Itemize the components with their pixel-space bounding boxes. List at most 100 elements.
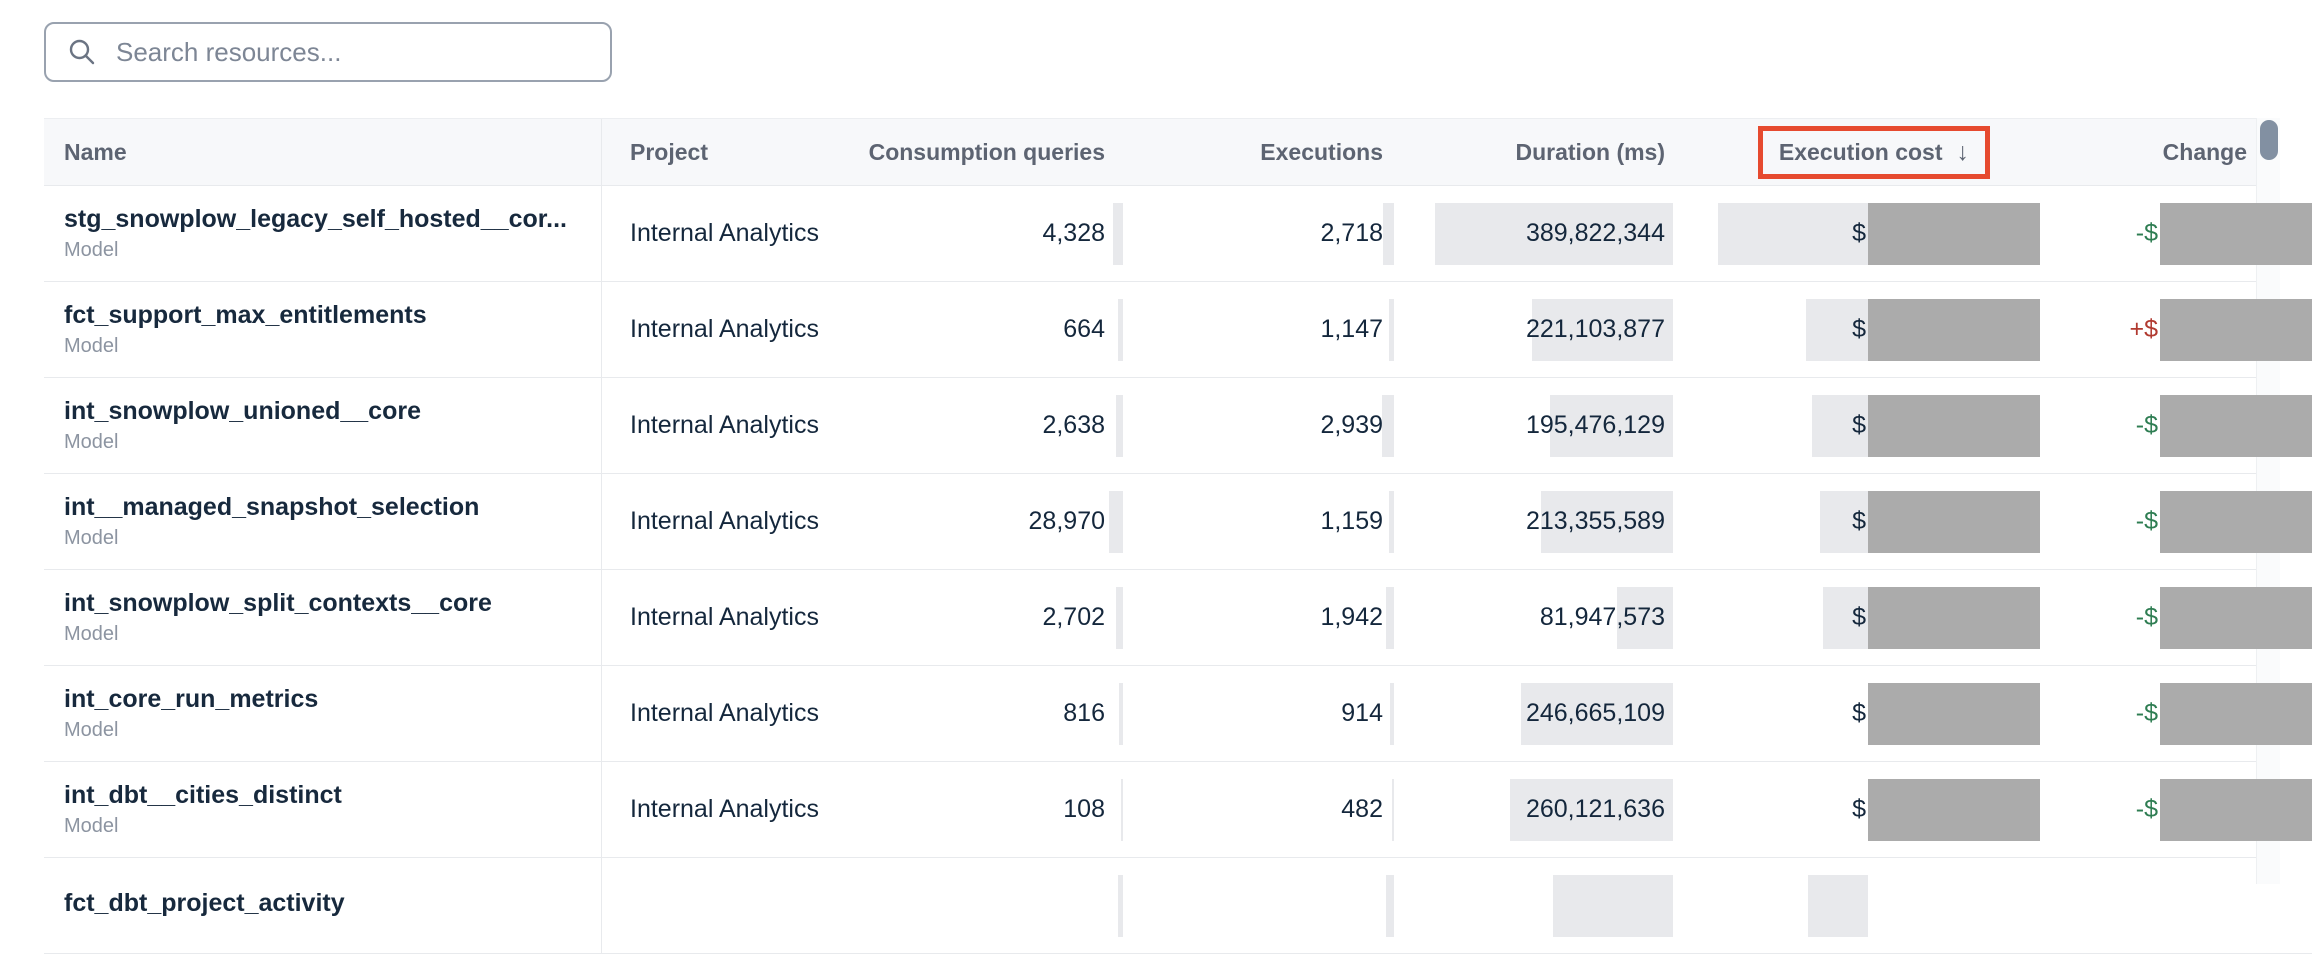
resource-name[interactable]: int_snowplow_split_contexts__core [64,589,492,617]
table-row[interactable]: fct_support_max_entitlements Model Inter… [44,282,2312,378]
change-sign: -$ [2135,219,2158,247]
cost-bar [1820,491,1868,553]
execution-cost-cell: $ [1673,762,2040,857]
currency-prefix: $ [1852,795,1866,823]
change-cell: +$ [2040,282,2312,377]
executions-bar [1386,587,1394,649]
duration-bar [1510,779,1673,841]
change-cell: -$ [2040,186,2312,281]
duration-bar [1435,203,1673,265]
table-row[interactable]: int__managed_snapshot_selection Model In… [44,474,2312,570]
execution-cost-cell: $ [1673,186,2040,281]
execution-cost-cell: $ [1673,474,2040,569]
column-header-change[interactable]: Change [2162,138,2247,165]
executions-cell: 1,147 [1123,282,1394,377]
queries-cell [905,858,1123,953]
cost-bar [1718,203,1868,265]
queries-cell: 664 [905,282,1123,377]
queries-bar [1116,587,1123,649]
search-input[interactable] [114,35,610,69]
change-cell: -$ [2040,666,2312,761]
execution-cost-label: Execution cost [1778,138,1943,165]
duration-bar [1521,683,1673,745]
duration-cell: 246,665,109 [1394,666,1673,761]
duration-bar [1550,395,1673,457]
executions-cell: 482 [1123,762,1394,857]
resource-name[interactable]: stg_snowplow_legacy_self_hosted__cor... [64,205,567,233]
duration-cell [1394,858,1673,953]
resource-name[interactable]: int_dbt__cities_distinct [64,781,342,809]
executions-cell: 1,159 [1123,474,1394,569]
column-header-execution-cost[interactable]: Execution cost ↓ [1673,119,2040,185]
project-cell: Internal Analytics [630,411,819,439]
cost-bar [1823,587,1868,649]
project-cell: Internal Analytics [630,315,819,343]
resources-table: Name Project Consumption queries Executi… [0,118,2312,954]
change-cell: -$ [2040,570,2312,665]
table-row[interactable]: int_snowplow_unioned__core Model Interna… [44,378,2312,474]
duration-cell: 221,103,877 [1394,282,1673,377]
table-row[interactable]: stg_snowplow_legacy_self_hosted__cor... … [44,186,2312,282]
executions-bar [1389,299,1394,361]
executions-bar [1383,203,1394,265]
duration-cell: 260,121,636 [1394,762,1673,857]
duration-cell: 195,476,129 [1394,378,1673,473]
table-row[interactable]: fct_dbt_project_activity [44,858,2312,954]
executions-cell: 914 [1123,666,1394,761]
search-bar[interactable] [44,22,612,82]
executions-cell: 2,718 [1123,186,1394,281]
cost-bar [1812,395,1868,457]
duration-cell: 213,355,589 [1394,474,1673,569]
executions-bar [1390,683,1394,745]
duration-cell: 389,822,344 [1394,186,1673,281]
redaction-box [1868,778,2040,841]
change-cell: -$ [2040,762,2312,857]
column-header-name[interactable]: Name [44,119,602,185]
redaction-box [1868,586,2040,649]
resource-name[interactable]: int_snowplow_unioned__core [64,397,421,425]
redaction-box [1868,490,2040,553]
currency-prefix: $ [1852,699,1866,727]
resource-name[interactable]: fct_support_max_entitlements [64,301,427,329]
project-cell [602,858,905,953]
queries-cell: 108 [905,762,1123,857]
column-header-queries[interactable]: Consumption queries [868,138,1105,165]
currency-prefix: $ [1852,315,1866,343]
table-row[interactable]: int_dbt__cities_distinct Model Internal … [44,762,2312,858]
project-cell: Internal Analytics [630,699,819,727]
sort-desc-arrow-icon: ↓ [1956,137,1970,166]
queries-bar [1118,299,1123,361]
queries-cell: 4,328 [905,186,1123,281]
queries-bar [1119,683,1123,745]
project-cell: Internal Analytics [630,507,819,535]
change-sign: -$ [2135,795,2158,823]
table-row[interactable]: int_core_run_metrics Model Internal Anal… [44,666,2312,762]
table-row[interactable]: int_snowplow_split_contexts__core Model … [44,570,2312,666]
column-header-duration[interactable]: Duration (ms) [1515,138,1666,165]
queries-cell: 816 [905,666,1123,761]
resource-name[interactable]: fct_dbt_project_activity [64,888,345,917]
execution-cost-cell [1673,858,2040,953]
currency-prefix: $ [1852,507,1866,535]
currency-prefix: $ [1852,219,1866,247]
column-header-executions[interactable]: Executions [1260,138,1383,165]
redaction-box [2160,778,2312,841]
scrollbar-thumb[interactable] [2260,120,2278,160]
resource-name[interactable]: int__managed_snapshot_selection [64,493,480,521]
change-cell: -$ [2040,378,2312,473]
project-cell: Internal Analytics [630,219,819,247]
queries-cell: 28,970 [905,474,1123,569]
executions-cell: 2,939 [1123,378,1394,473]
execution-cost-cell: $ [1673,378,2040,473]
execution-cost-cell: $ [1673,666,2040,761]
project-cell: Internal Analytics [630,795,819,823]
resource-name[interactable]: int_core_run_metrics [64,685,319,713]
execution-cost-cell: $ [1673,282,2040,377]
resource-type: Model [64,815,119,837]
column-header-project[interactable]: Project [630,138,708,165]
change-sign: -$ [2135,699,2158,727]
change-sign: -$ [2135,411,2158,439]
project-cell: Internal Analytics [630,603,819,631]
duration-bar [1553,875,1673,937]
redaction-box [1868,202,2040,265]
